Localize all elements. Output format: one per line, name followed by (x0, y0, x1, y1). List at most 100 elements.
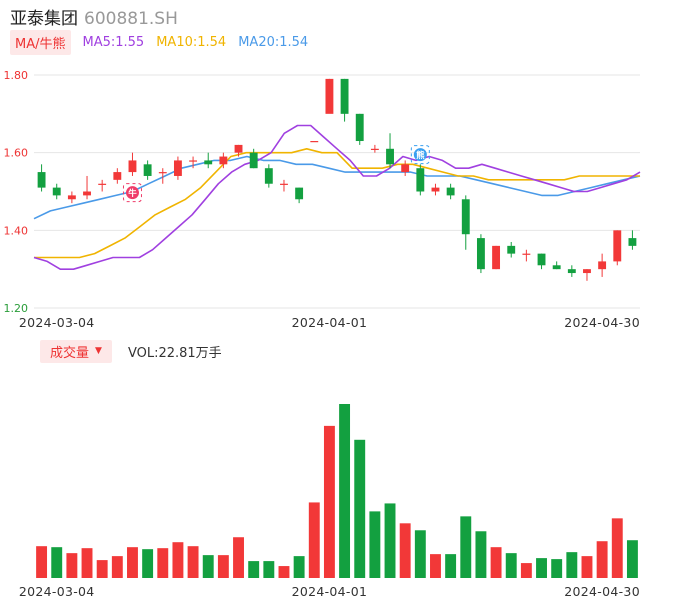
price-tick-label: 1.20 (4, 302, 29, 315)
candle-body (340, 78, 349, 114)
volume-bar (430, 554, 441, 578)
volume-bar (323, 425, 335, 578)
volume-bar (111, 556, 123, 578)
volume-x-tick-label: 2024-04-30 (564, 584, 640, 599)
volume-bar (626, 540, 638, 578)
volume-bar (308, 502, 320, 578)
volume-bar (248, 561, 260, 578)
candle-body (598, 261, 607, 270)
candle-body (67, 195, 76, 200)
volume-x-tick-label: 2024-03-04 (19, 584, 95, 599)
bull-marker-label: 牛 (128, 188, 137, 199)
volume-bar (157, 548, 169, 578)
volume-bar (172, 542, 184, 578)
volume-indicator-label: 成交量 (50, 345, 90, 361)
candle-body (295, 187, 304, 200)
price-x-tick-label: 2024-03-04 (19, 315, 95, 330)
volume-bar (96, 560, 108, 578)
volume-bar (536, 558, 547, 578)
ma-toggle-button[interactable]: MA/牛熊 (10, 29, 71, 55)
volume-indicator-button[interactable]: 成交量 ▼ (40, 339, 112, 363)
candle-body (234, 144, 243, 153)
candle-body (567, 269, 576, 274)
candle-body (113, 172, 122, 180)
price-tick-label: 1.80 (4, 69, 29, 82)
stock-code: 600881.SH (84, 9, 178, 29)
candle-body (83, 191, 91, 196)
volume-value: VOL:22.81万手 (127, 345, 222, 361)
candle-body (143, 164, 152, 176)
candle-body (613, 230, 622, 262)
ma-legend: MA/牛熊 MA5:1.55 MA10:1.54 MA20:1.54 (10, 29, 308, 55)
candle-body (522, 253, 531, 255)
candle-body (219, 156, 228, 165)
volume-bar (142, 549, 154, 578)
candle-body (401, 164, 410, 173)
candle-body (204, 160, 213, 165)
volume-bar (217, 555, 229, 578)
candle-body (628, 238, 637, 246)
candle-body (158, 172, 167, 174)
volume-bar (293, 556, 305, 578)
volume-bar (51, 547, 63, 578)
candle-body (189, 160, 198, 162)
volume-bar (384, 503, 396, 578)
ma10-line (34, 148, 640, 259)
volume-bar (414, 530, 426, 578)
candle-body (355, 113, 364, 142)
candle-body (552, 265, 561, 270)
caret-down-icon: ▼ (95, 346, 102, 356)
volume-bar (551, 559, 563, 578)
volume-bar (81, 548, 93, 578)
volume-bar (505, 553, 517, 578)
ma5-legend: MA5:1.55 (82, 34, 145, 50)
candle-body (492, 245, 501, 270)
volume-bar (187, 546, 199, 578)
volume-legend: 成交量 ▼ VOL:22.81万手 (40, 339, 222, 363)
price-x-tick-label: 2024-04-30 (564, 315, 640, 330)
candle-body (386, 148, 394, 165)
candle-body (310, 141, 319, 143)
bull-marker-frame (122, 183, 142, 203)
volume-bar (399, 523, 411, 578)
ma20-line (33, 155, 641, 220)
volume-bar (611, 518, 623, 578)
volume-bar (445, 554, 457, 578)
candle-body (264, 168, 273, 184)
bear-marker-badge (413, 148, 427, 162)
candle-body (507, 245, 516, 254)
bull-marker-badge (125, 186, 139, 200)
volume-bar (520, 563, 532, 578)
volume-bar (263, 561, 275, 578)
price-tick-label: 1.40 (4, 224, 29, 237)
bear-marker-frame (410, 145, 430, 165)
candle-body (431, 187, 440, 192)
candle-body (128, 160, 137, 173)
candle-body (249, 152, 258, 169)
volume-bar (354, 439, 366, 578)
candle-body (416, 168, 425, 192)
candle-body (37, 172, 46, 188)
volume-bar (475, 531, 487, 578)
volume-bar (36, 546, 48, 578)
stock-name: 亚泰集团 (10, 9, 78, 29)
volume-bar (581, 556, 593, 578)
volume-bar (202, 555, 214, 578)
candle-body (583, 269, 591, 274)
candle-body (173, 160, 182, 176)
volume-bar (490, 547, 502, 578)
candle-body (325, 78, 334, 114)
volume-bar (278, 566, 290, 578)
stock-header: 亚泰集团 600881.SH (10, 4, 178, 29)
candle-body (461, 199, 470, 235)
candle-body (98, 183, 107, 185)
candle-body (476, 238, 485, 270)
volume-bar (66, 553, 78, 578)
candle-body (537, 253, 546, 266)
ma10-legend: MA10:1.54 (156, 34, 227, 50)
volume-bar (233, 537, 244, 578)
volume-bar (127, 547, 138, 578)
price-tick-label: 1.60 (4, 147, 29, 160)
ma5-line (33, 124, 641, 271)
